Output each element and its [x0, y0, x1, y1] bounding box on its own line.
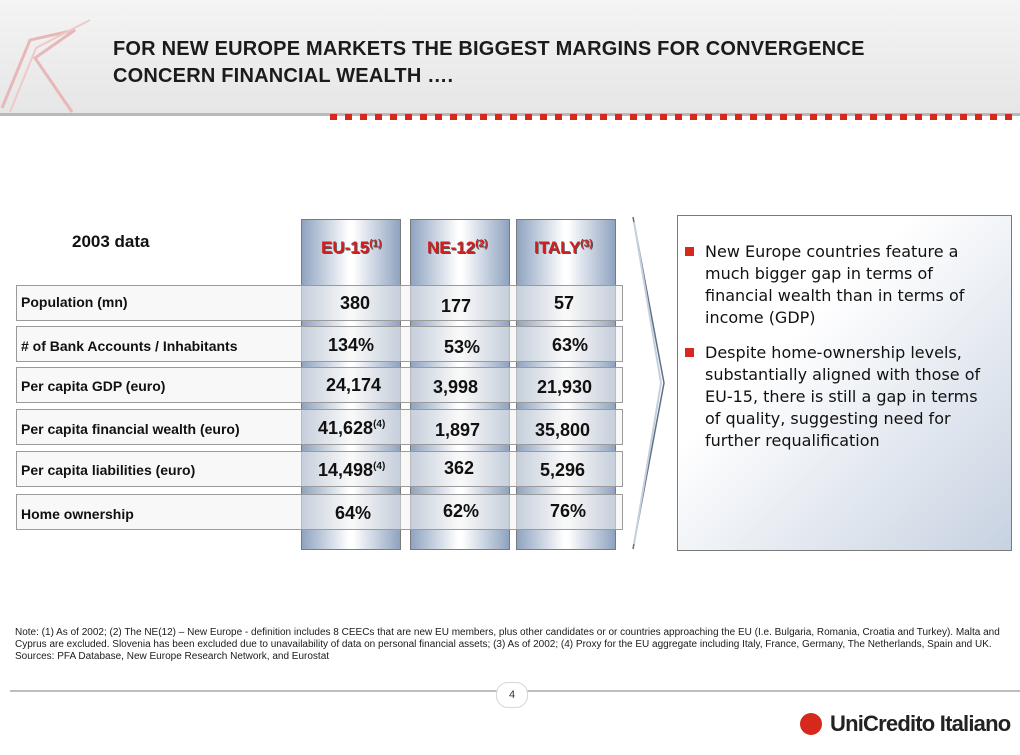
value-ne12-bank-accounts: 53% — [444, 337, 481, 357]
value-eu15-liabilities: 14,498(4) — [318, 460, 386, 480]
brand-name: UniCredito Italiano — [830, 711, 1011, 736]
table-row — [16, 367, 623, 403]
bullet-item-2: Despite home-ownership levels, substanti… — [685, 342, 990, 452]
value-eu15-gdp: 24,174 — [326, 375, 382, 395]
value-italy-financial-wealth: 35,800 — [535, 420, 591, 440]
brand-mark-icon — [800, 713, 822, 735]
row-label-liabilities: Per capita liabilities (euro) — [21, 462, 196, 478]
header-background — [0, 0, 1020, 113]
chevron-right-icon — [632, 216, 665, 550]
column-header-italy: ITALY(3) — [534, 238, 593, 257]
value-italy-population: 57 — [554, 293, 575, 313]
value-ne12-liabilities: 362 — [444, 458, 475, 478]
value-eu15-bank-accounts: 134% — [328, 335, 375, 355]
table-row — [16, 451, 623, 487]
slide-header: FOR NEW EUROPE MARKETS THE BIGGEST MARGI… — [0, 0, 1020, 120]
value-italy-liabilities: 5,296 — [540, 460, 586, 480]
table-row — [16, 285, 623, 321]
value-italy-gdp: 21,930 — [537, 377, 593, 397]
table-row — [16, 409, 623, 445]
value-ne12-gdp: 3,998 — [433, 377, 479, 397]
value-eu15-population: 380 — [340, 293, 371, 313]
header-dashed-accent — [330, 114, 1020, 120]
data-year-label: 2003 data — [72, 232, 150, 251]
row-label-gdp: Per capita GDP (euro) — [21, 378, 166, 394]
value-italy-bank-accounts: 63% — [552, 335, 589, 355]
key-findings-box — [677, 215, 1012, 551]
footnote: Note: (1) As of 2002; (2) The NE(12) – N… — [15, 627, 1000, 662]
table-row — [16, 326, 623, 362]
bullet-square-icon — [685, 247, 694, 256]
bullet-square-icon — [685, 348, 694, 357]
value-ne12-financial-wealth: 1,897 — [435, 420, 481, 440]
row-label-bank-accounts: # of Bank Accounts / Inhabitants — [21, 338, 238, 354]
title-line-1: FOR NEW EUROPE MARKETS THE BIGGEST MARGI… — [113, 38, 865, 60]
row-label-home-ownership: Home ownership — [21, 506, 134, 522]
value-ne12-population: 177 — [441, 296, 472, 316]
value-eu15-home-ownership: 64% — [335, 503, 372, 523]
row-label-population: Population (mn) — [21, 294, 128, 310]
title-line-2: CONCERN FINANCIAL WEALTH …. — [113, 65, 454, 87]
page-number: 4 — [496, 682, 528, 708]
brand-swirl-icon — [0, 19, 91, 113]
slide-title: FOR NEW EUROPE MARKETS THE BIGGEST MARGI… — [113, 36, 1013, 90]
bullet-item-1: New Europe countries feature a much bigg… — [685, 241, 990, 329]
table-row — [16, 494, 623, 530]
column-header-ne12: NE-12(2) — [427, 238, 488, 257]
value-eu15-financial-wealth: 41,628(4) — [318, 418, 386, 438]
value-italy-home-ownership: 76% — [550, 501, 587, 521]
value-ne12-home-ownership: 62% — [443, 501, 480, 521]
column-header-eu15: EU-15(1) — [321, 238, 382, 257]
row-label-financial-wealth: Per capita financial wealth (euro) — [21, 421, 240, 437]
